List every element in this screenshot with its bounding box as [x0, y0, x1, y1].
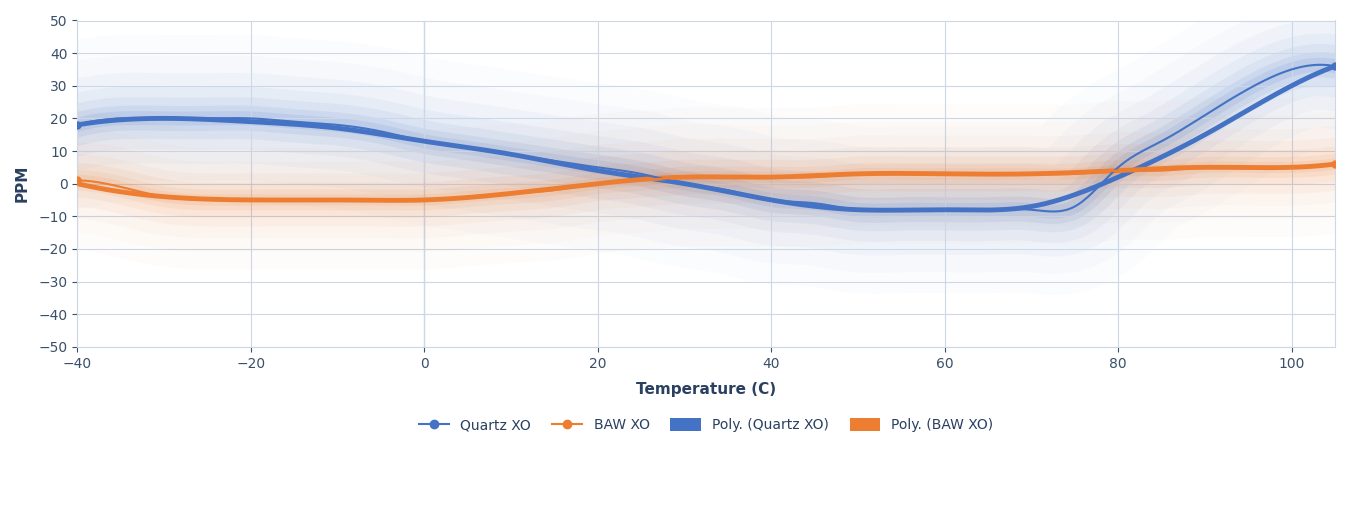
Legend: Quartz XO, BAW XO, Poly. (Quartz XO), Poly. (BAW XO): Quartz XO, BAW XO, Poly. (Quartz XO), Po… — [413, 413, 999, 438]
Y-axis label: PPM: PPM — [15, 165, 30, 202]
X-axis label: Temperature (C): Temperature (C) — [636, 382, 776, 397]
